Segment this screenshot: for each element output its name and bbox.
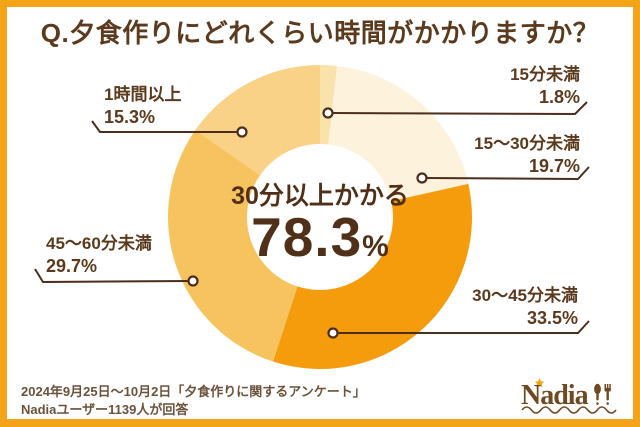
- donut-slices: [168, 65, 473, 369]
- leader-dot-15-30min: [416, 172, 428, 184]
- leader-line-1hour: [91, 120, 238, 133]
- slice-label-title: 15分未満: [510, 65, 580, 84]
- slice-label-title: 1時間以上: [104, 85, 182, 104]
- slice-label-title: 45〜60分未満: [46, 234, 152, 253]
- center-callout-text: 30分以上かかる: [231, 182, 409, 210]
- donut-slice-1: [328, 65, 469, 202]
- center-value-unit: %: [362, 230, 389, 263]
- logo-underline-squiggle: [521, 406, 617, 414]
- leader-lines: [34, 101, 590, 339]
- center-value-number: 78.3: [251, 206, 363, 268]
- nadia-logo-graphic: Nadia: [521, 378, 617, 414]
- donut-slice-4: [195, 65, 320, 176]
- slice-label-title: 15〜30分未満: [474, 134, 580, 153]
- logo-text: Nadia: [521, 380, 589, 411]
- donut-slice-3: [168, 129, 298, 362]
- slice-label-title: 30〜45分未満: [472, 286, 578, 305]
- slice-label-value: 33.5%: [526, 308, 578, 328]
- leader-line-45-60min: [34, 268, 190, 284]
- leader-dot-1hour: [236, 126, 248, 138]
- fork-icon: [604, 384, 611, 405]
- slice-label-15min: 15分未満 1.8%: [510, 64, 580, 108]
- donut-slice-0: [320, 65, 338, 145]
- leader-line-15min: [331, 101, 588, 116]
- survey-footnote: 2024年9月25日〜10月2日「夕食作りに関するアンケート」 Nadiaユーザ…: [21, 383, 366, 419]
- slice-label-45-60min: 45〜60分未満 29.7%: [46, 233, 152, 277]
- leader-dot-30-45min: [327, 327, 339, 339]
- slice-label-value: 29.7%: [46, 256, 98, 276]
- slice-label-15-30min: 15〜30分未満 19.7%: [474, 133, 580, 177]
- slice-label-value: 15.3%: [104, 107, 156, 127]
- leader-line-30-45min: [337, 320, 590, 334]
- donut-center-callout: 30分以上かかる 78.3%: [160, 181, 480, 273]
- leader-line-15-30min: [425, 166, 590, 181]
- chart-title: Q.夕食作りにどれくらい時間がかかりますか？: [40, 18, 600, 48]
- slice-label-value: 1.8%: [538, 87, 580, 107]
- nadia-logo: Nadia: [521, 378, 621, 414]
- slice-label-value: 19.7%: [528, 156, 580, 176]
- spoon-icon: [594, 383, 601, 405]
- leader-dot-15min: [322, 107, 334, 119]
- slice-label-1hour: 1時間以上 15.3%: [104, 84, 181, 128]
- donut-slice-2: [273, 183, 473, 369]
- center-callout-value: 78.3%: [160, 210, 480, 273]
- leader-dot-45-60min: [187, 275, 199, 287]
- survey-respondents-line: Nadiaユーザー1139人が回答: [21, 402, 189, 417]
- slice-label-30-45min: 30〜45分未満 33.5%: [472, 285, 578, 329]
- survey-period-line: 2024年9月25日〜10月2日「夕食作りに関するアンケート」: [21, 384, 366, 399]
- star-icon: [534, 378, 545, 388]
